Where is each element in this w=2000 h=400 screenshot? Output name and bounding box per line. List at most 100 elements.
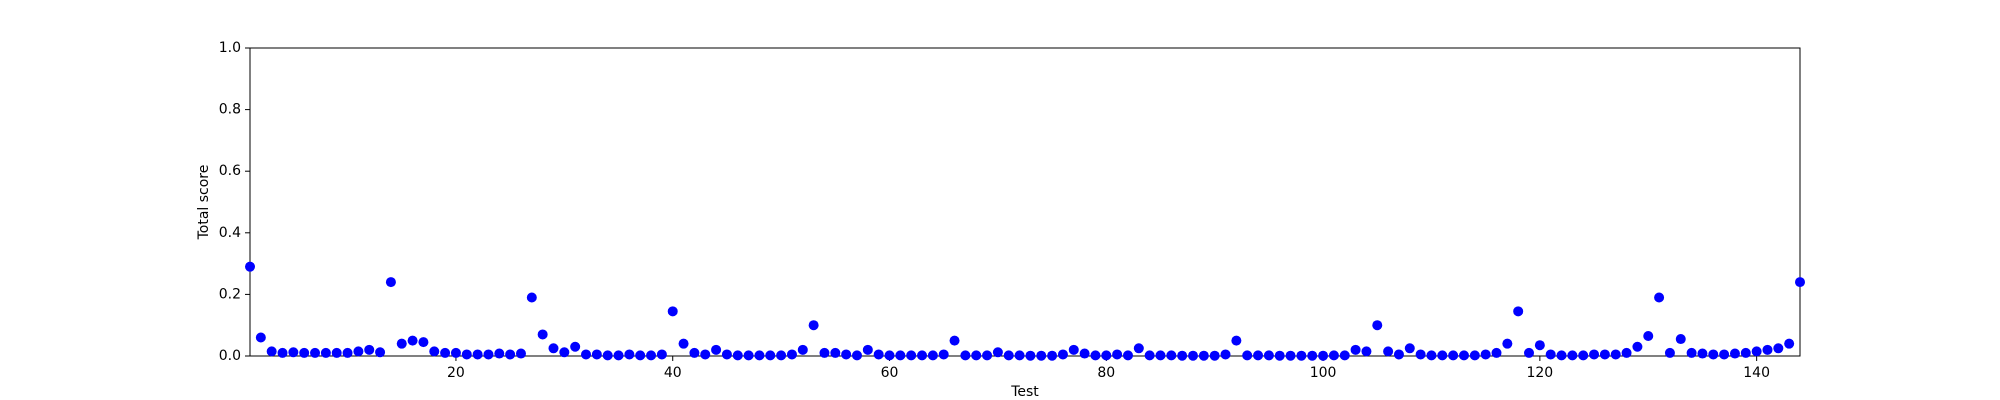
- point: [656, 349, 667, 360]
- point: [1274, 350, 1285, 361]
- point: [797, 344, 808, 355]
- point: [537, 329, 548, 340]
- point: [1220, 349, 1231, 360]
- point: [1263, 350, 1274, 361]
- point: [461, 349, 472, 360]
- point: [635, 350, 646, 361]
- point: [1166, 350, 1177, 361]
- point: [1057, 349, 1068, 360]
- point: [429, 346, 440, 357]
- point: [1643, 330, 1654, 341]
- point: [1133, 343, 1144, 354]
- point: [1599, 349, 1610, 360]
- point: [1101, 350, 1112, 361]
- point: [700, 349, 711, 360]
- point: [1047, 350, 1058, 361]
- point: [971, 350, 982, 361]
- point: [581, 349, 592, 360]
- point: [949, 335, 960, 346]
- point: [1491, 347, 1502, 358]
- point: [310, 347, 321, 358]
- point: [1751, 346, 1762, 357]
- point: [754, 350, 765, 361]
- point: [1719, 349, 1730, 360]
- point: [1513, 306, 1524, 317]
- point: [483, 349, 494, 360]
- x-tick-label: 40: [664, 365, 682, 381]
- point: [938, 349, 949, 360]
- point: [1784, 338, 1795, 349]
- point: [472, 349, 483, 360]
- point: [602, 350, 613, 361]
- point: [678, 338, 689, 349]
- y-tick-label: 0.6: [219, 163, 241, 179]
- y-axis-label: Total score: [196, 165, 212, 241]
- y-tick-label: 0.4: [219, 225, 241, 241]
- point: [927, 350, 938, 361]
- point: [1545, 349, 1556, 360]
- point: [1285, 350, 1296, 361]
- point: [862, 344, 873, 355]
- x-tick-label: 120: [1526, 365, 1553, 381]
- point: [1328, 350, 1339, 361]
- point: [1036, 350, 1047, 361]
- point: [819, 347, 830, 358]
- point: [1307, 350, 1318, 361]
- plot-frame: [249, 47, 1801, 357]
- point: [1437, 350, 1448, 361]
- x-tick-label: 20: [447, 365, 465, 381]
- point: [1578, 350, 1589, 361]
- point: [1090, 350, 1101, 361]
- point: [765, 350, 776, 361]
- point: [960, 350, 971, 361]
- point: [1415, 349, 1426, 360]
- point: [353, 346, 364, 357]
- x-tick-label: 80: [1097, 365, 1115, 381]
- point: [559, 347, 570, 358]
- point: [667, 306, 678, 317]
- point: [450, 347, 461, 358]
- point: [1296, 350, 1307, 361]
- point: [1155, 350, 1166, 361]
- point: [1350, 344, 1361, 355]
- point: [1003, 350, 1014, 361]
- point: [1068, 344, 1079, 355]
- y-tick-label: 1.0: [219, 40, 241, 56]
- point: [1014, 350, 1025, 361]
- point: [396, 338, 407, 349]
- point: [1686, 347, 1697, 358]
- point: [1231, 335, 1242, 346]
- x-tick-label: 100: [1310, 365, 1337, 381]
- point: [1502, 338, 1513, 349]
- point: [1697, 348, 1708, 359]
- point: [1383, 346, 1394, 357]
- point: [1253, 350, 1264, 361]
- point: [1025, 350, 1036, 361]
- point: [1448, 350, 1459, 361]
- point: [906, 350, 917, 361]
- point: [1209, 350, 1220, 361]
- point: [1393, 349, 1404, 360]
- point: [808, 320, 819, 331]
- y-tick-label: 0.8: [219, 102, 241, 118]
- point: [255, 332, 266, 343]
- x-tick-label: 140: [1743, 365, 1770, 381]
- point: [320, 347, 331, 358]
- point: [1122, 350, 1133, 361]
- point: [570, 341, 581, 352]
- point: [1242, 350, 1253, 361]
- point: [1610, 349, 1621, 360]
- x-axis-label: Test: [1010, 384, 1039, 400]
- point: [732, 350, 743, 361]
- point: [591, 349, 602, 360]
- point: [884, 350, 895, 361]
- point: [364, 344, 375, 355]
- point: [1404, 343, 1415, 354]
- point: [841, 349, 852, 360]
- point: [1177, 350, 1188, 361]
- point: [1567, 350, 1578, 361]
- point: [711, 344, 722, 355]
- point: [992, 347, 1003, 358]
